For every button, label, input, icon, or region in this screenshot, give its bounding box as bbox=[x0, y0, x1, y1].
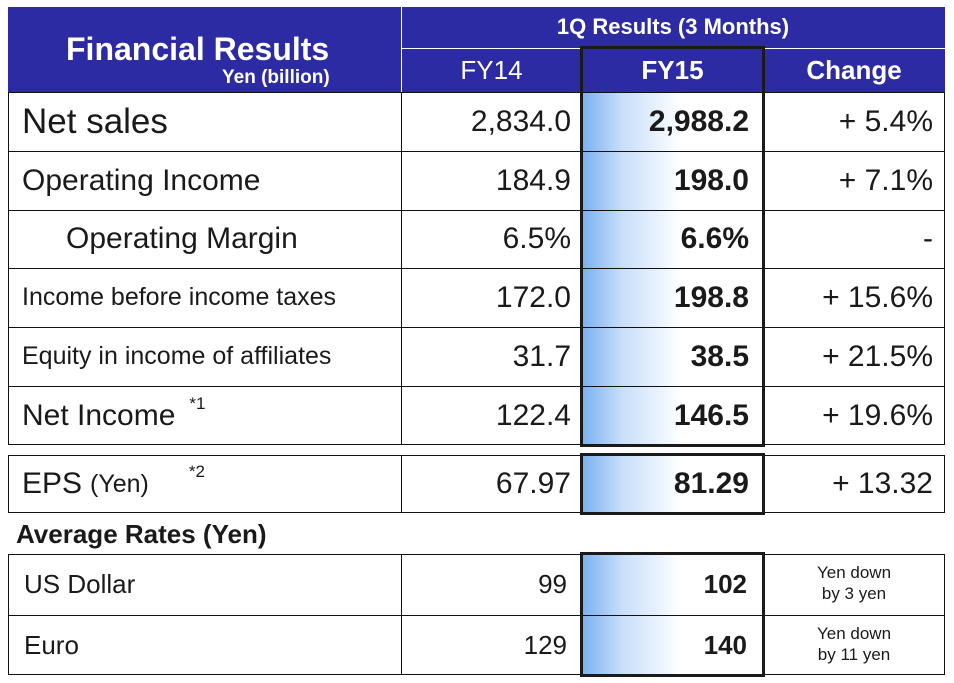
financial-results-title: Financial Results bbox=[66, 31, 330, 67]
col-header-fy15: FY15 bbox=[641, 54, 704, 85]
us-dollar-fy14: 99 bbox=[538, 569, 567, 599]
net-income-footnote: *1 bbox=[189, 393, 206, 413]
row-label-equity-affiliates: Equity in income of affiliates bbox=[22, 342, 332, 370]
eps-unit: (Yen) bbox=[90, 469, 149, 498]
euro-change-line2: by 11 yen bbox=[817, 645, 891, 664]
euro-fy14: 129 bbox=[523, 629, 567, 660]
euro-change: Yen down by 11 yen bbox=[763, 623, 945, 665]
unit-label: Yen (billion) bbox=[222, 67, 330, 88]
eps-table bbox=[8, 455, 945, 513]
row-label-operating-income: Operating Income bbox=[22, 163, 261, 197]
net-sales-fy14: 2,834.0 bbox=[470, 104, 571, 138]
operating-income-change: + 7.1% bbox=[838, 163, 933, 197]
period-label: 1Q Results (3 Months) bbox=[556, 14, 790, 39]
eps-change: + 13.32 bbox=[832, 467, 933, 500]
eps-footnote: *2 bbox=[188, 462, 205, 481]
net-sales-change: + 5.4% bbox=[838, 104, 933, 138]
equity-affiliates-change: + 21.5% bbox=[822, 339, 933, 373]
operating-margin-fy14: 6.5% bbox=[502, 222, 571, 255]
us-dollar-change-line2: by 3 yen bbox=[821, 584, 887, 603]
net-income-change: + 19.6% bbox=[822, 398, 933, 432]
average-rates-title: Average Rates (Yen) bbox=[16, 519, 267, 549]
operating-income-fy14: 184.9 bbox=[495, 163, 571, 197]
eps-fy15: 81.29 bbox=[673, 467, 749, 500]
us-dollar-change: Yen down by 3 yen bbox=[763, 562, 945, 604]
rate-label-us-dollar: US Dollar bbox=[24, 569, 136, 599]
us-dollar-change-line1: Yen down bbox=[816, 563, 892, 582]
rate-label-euro: Euro bbox=[24, 629, 79, 660]
net-income-fy15: 146.5 bbox=[673, 398, 749, 432]
row-label-net-sales: Net sales bbox=[22, 101, 168, 141]
equity-affiliates-fy14: 31.7 bbox=[512, 339, 571, 373]
net-sales-fy15: 2,988.2 bbox=[648, 104, 749, 138]
net-income-label-cell: Net Income *1 bbox=[22, 386, 205, 445]
eps-label-cell: EPS (Yen) *2 bbox=[22, 455, 205, 513]
euro-fy15: 140 bbox=[703, 629, 747, 660]
income-before-taxes-fy15: 198.8 bbox=[673, 280, 749, 314]
us-dollar-fy15: 102 bbox=[703, 569, 747, 599]
row-label-operating-margin: Operating Margin bbox=[66, 222, 298, 255]
euro-change-line1: Yen down bbox=[816, 624, 892, 643]
row-label-net-income: Net Income bbox=[22, 398, 176, 432]
rates-table bbox=[8, 554, 945, 675]
table-header bbox=[8, 7, 945, 92]
equity-affiliates-fy15: 38.5 bbox=[690, 339, 749, 373]
income-before-taxes-change: + 15.6% bbox=[822, 280, 933, 314]
operating-income-fy15: 198.0 bbox=[673, 163, 749, 197]
col-header-fy14: FY14 bbox=[460, 54, 523, 85]
income-before-taxes-fy14: 172.0 bbox=[495, 280, 571, 314]
eps-fy14: 67.97 bbox=[495, 467, 571, 500]
col-header-change: Change bbox=[806, 54, 902, 85]
operating-margin-fy15: 6.6% bbox=[680, 222, 749, 255]
row-label-income-before-taxes: Income before income taxes bbox=[22, 283, 337, 311]
row-label-eps: EPS bbox=[22, 467, 83, 500]
net-income-fy14: 122.4 bbox=[495, 398, 571, 432]
operating-margin-change: - bbox=[923, 222, 933, 255]
